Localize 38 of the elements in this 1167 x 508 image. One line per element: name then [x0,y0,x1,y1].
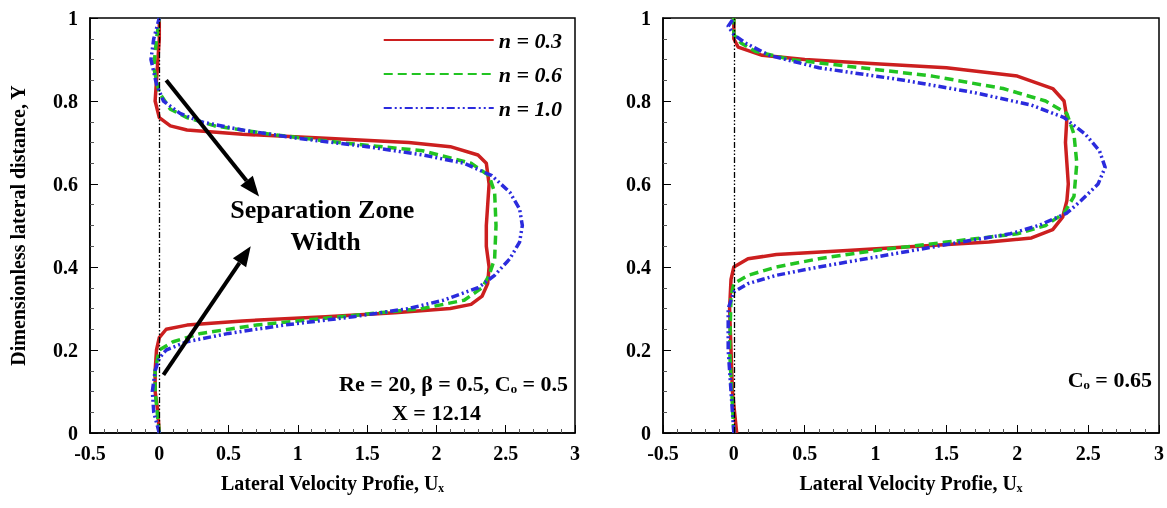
x-tick-label: 2 [431,442,442,464]
x-axis-title: Lateral Velocity Profie, Uₓ [220,472,445,495]
y-tick-label: 0 [68,422,78,444]
x-tick-label: 1.5 [933,442,959,464]
y-tick-label: 1 [641,7,651,29]
x-tick-label: 2 [1012,442,1023,464]
x-tick-label: -0.5 [74,442,106,464]
annotation: Cₒ = 0.65 [1067,366,1152,392]
y-tick-label: 0.2 [626,339,651,361]
legend-label: n = 1.0 [498,95,563,121]
x-tick-label: 2.5 [493,442,519,464]
x-tick-label: 3 [570,442,580,464]
annotation: Re = 20, β = 0.5, Cₒ = 0.5 [339,370,569,396]
y-tick-label: 0.4 [626,256,651,278]
x-tick-label: 0 [728,442,739,464]
y-tick-label: 0.6 [53,173,78,195]
x-tick-label: 1 [292,442,303,464]
y-tick-label: 0.8 [53,90,78,112]
y-tick-label: 0.4 [53,256,78,278]
x-tick-label: -0.5 [647,442,679,464]
y-tick-label: 0 [641,422,651,444]
x-tick-label: 1 [870,442,881,464]
x-tick-label: 2.5 [1075,442,1101,464]
y-tick-label: 0.8 [626,90,651,112]
x-tick-label: 1.5 [354,442,380,464]
y-tick-label: 1 [68,7,78,29]
y-axis-title: Dimensionless lateral distance, Y [7,84,29,366]
x-tick-label: 0.5 [792,442,818,464]
x-tick-label: 0.5 [216,442,242,464]
y-tick-label: 0.6 [626,173,651,195]
annotation: Separation Zone Width [230,194,421,257]
legend-label: n = 0.3 [498,27,563,53]
y-tick-label: 0.2 [53,339,78,361]
x-tick-label: 0 [154,442,165,464]
annotation: X = 12.14 [391,399,481,425]
x-axis-title: Lateral Velocity Profie, Uₓ [799,472,1023,495]
x-tick-label: 3 [1154,442,1164,464]
legend-label: n = 0.6 [498,61,563,87]
